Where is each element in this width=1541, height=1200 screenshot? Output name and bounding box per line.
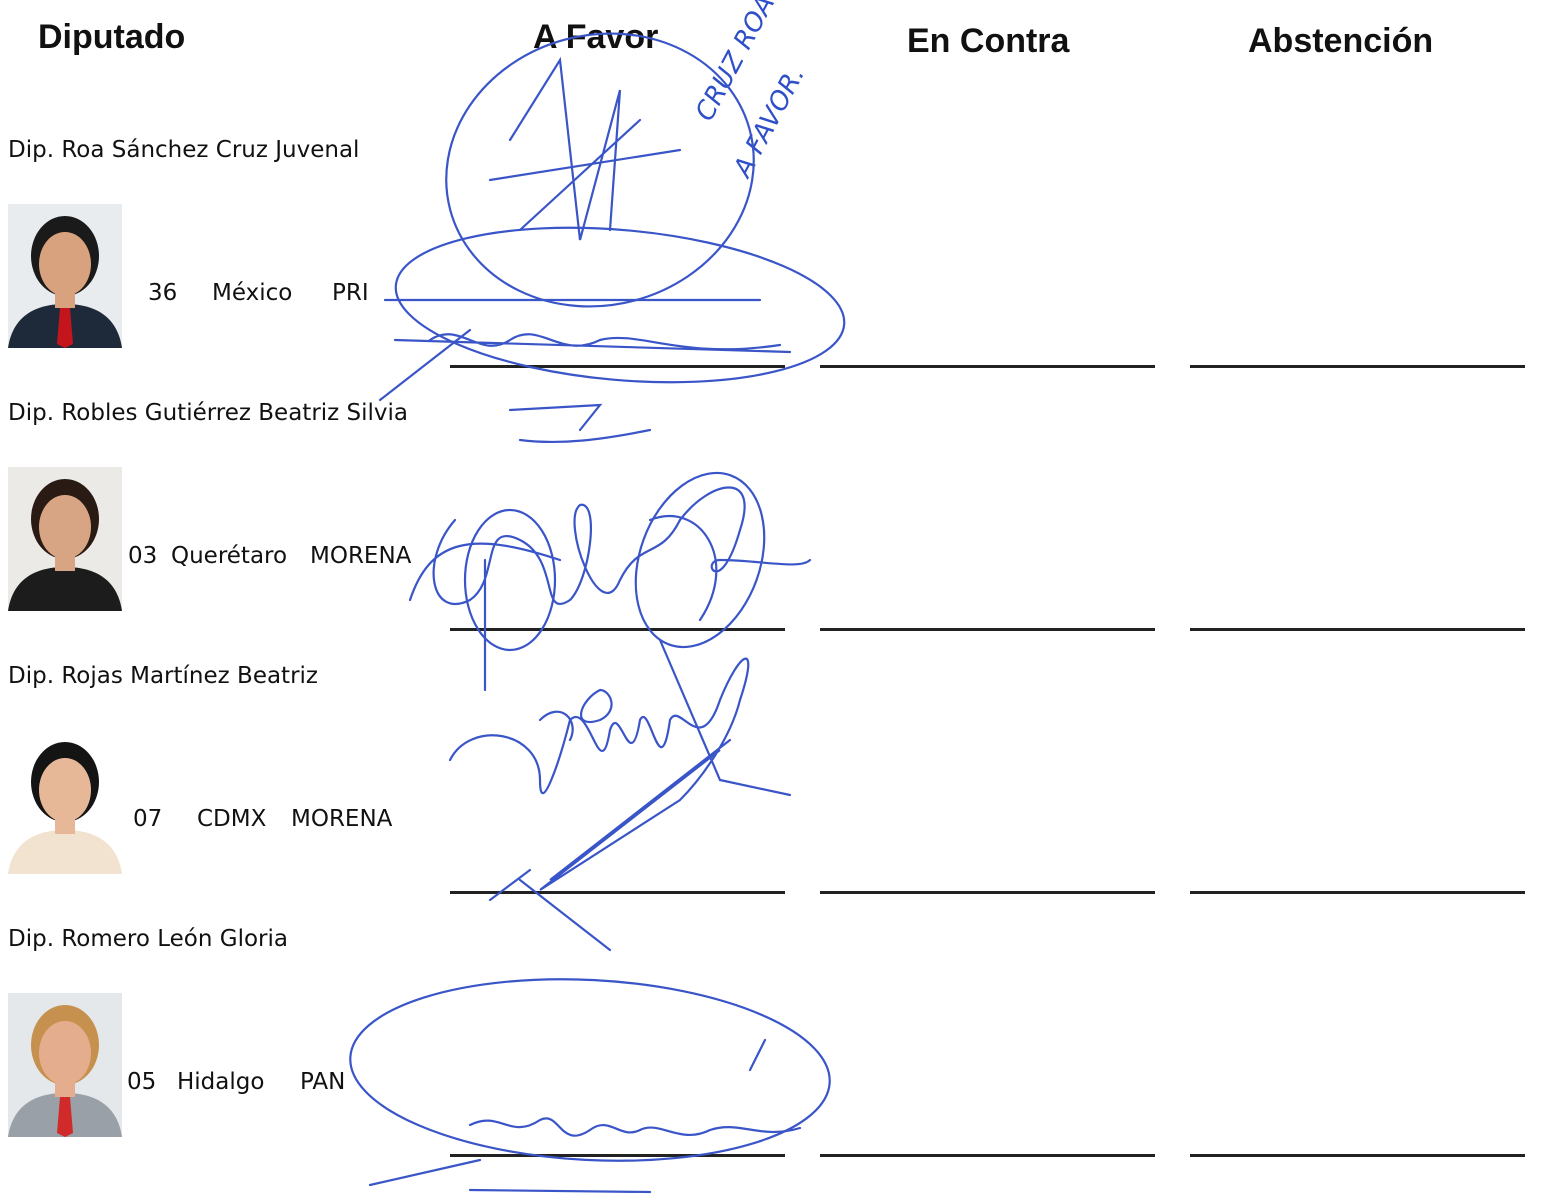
- signature-line: [1190, 365, 1525, 368]
- column-header: En Contra: [907, 22, 1070, 60]
- signature: [448, 638, 792, 952]
- deputy-photo: [8, 467, 122, 611]
- deputy-state: Querétaro: [171, 543, 288, 569]
- signature: [408, 471, 812, 692]
- deputy-district: 03: [128, 543, 158, 569]
- deputy-name: Dip. Romero León Gloria: [8, 926, 288, 952]
- signature-line: [1190, 891, 1525, 894]
- deputy-party: MORENA: [310, 543, 412, 569]
- column-header: Diputado: [38, 18, 186, 56]
- deputy-state: CDMX: [197, 806, 267, 832]
- deputy-party: PRI: [332, 280, 369, 306]
- deputy-photo: [8, 730, 122, 874]
- signature: [349, 978, 831, 1194]
- deputy-district: 05: [127, 1069, 157, 1095]
- column-header: A Favor: [533, 18, 659, 56]
- signature-line: [820, 365, 1155, 368]
- signature-line: [1190, 1154, 1525, 1157]
- deputy-party: PAN: [300, 1069, 346, 1095]
- deputy-state: Hidalgo: [177, 1069, 265, 1095]
- deputy-district: 36: [148, 280, 178, 306]
- deputy-name: Dip. Roa Sánchez Cruz Juvenal: [8, 137, 360, 163]
- deputy-party: MORENA: [291, 806, 393, 832]
- signature-line: [820, 891, 1155, 894]
- deputy-state: México: [212, 280, 293, 306]
- deputy-photo: [8, 204, 122, 348]
- signature-line: [450, 365, 785, 368]
- deputy-district: 07: [133, 806, 163, 832]
- signature-line: [450, 628, 785, 631]
- signature-line: [1190, 628, 1525, 631]
- signature: [378, 32, 846, 444]
- column-header: Abstención: [1248, 22, 1434, 60]
- signature-line: [450, 891, 785, 894]
- deputy-name: Dip. Robles Gutiérrez Beatriz Silvia: [8, 400, 409, 426]
- signature-line: [820, 1154, 1155, 1157]
- signature-line: [450, 1154, 785, 1157]
- deputy-name: Dip. Rojas Martínez Beatriz: [8, 663, 318, 689]
- deputy-photo: [8, 993, 122, 1137]
- signature-line: [820, 628, 1155, 631]
